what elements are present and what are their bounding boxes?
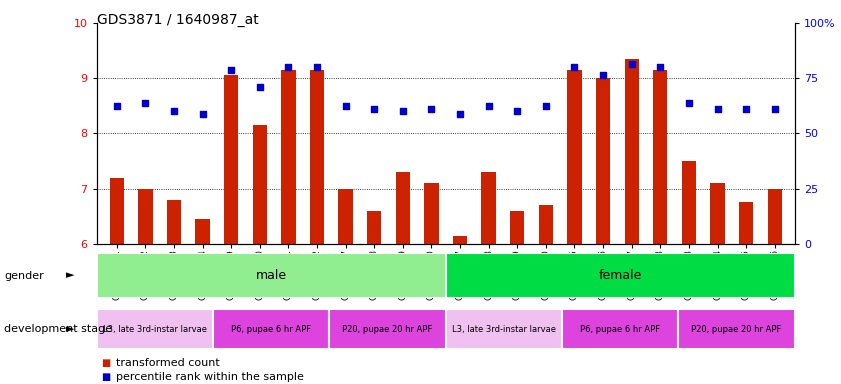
Bar — [596, 78, 611, 244]
Bar — [338, 189, 352, 244]
Bar — [453, 235, 468, 244]
Bar — [510, 211, 525, 244]
Text: GDS3871 / 1640987_at: GDS3871 / 1640987_at — [97, 13, 258, 27]
Text: transformed count: transformed count — [116, 358, 220, 368]
Bar — [195, 219, 209, 244]
Point — [368, 106, 381, 112]
Point — [682, 100, 696, 106]
Bar — [482, 172, 496, 244]
Point — [739, 106, 753, 112]
Point — [711, 106, 724, 112]
Text: ►: ► — [66, 324, 74, 334]
Bar — [446, 253, 795, 298]
Bar — [568, 70, 582, 244]
Bar — [167, 200, 181, 244]
Point — [110, 103, 124, 109]
Point — [310, 64, 324, 70]
Point — [339, 103, 352, 109]
Text: female: female — [599, 269, 642, 282]
Point — [539, 103, 553, 109]
Text: ■: ■ — [101, 372, 110, 382]
Bar — [109, 177, 124, 244]
Point — [396, 108, 410, 114]
Point — [139, 100, 152, 106]
Bar — [224, 76, 238, 244]
Text: P6, pupae 6 hr APF: P6, pupae 6 hr APF — [231, 325, 311, 334]
Bar — [367, 211, 381, 244]
Bar — [739, 202, 754, 244]
Text: P20, pupae 20 hr APF: P20, pupae 20 hr APF — [691, 325, 782, 334]
Bar — [539, 205, 553, 244]
Point — [225, 67, 238, 73]
Bar — [252, 125, 267, 244]
Point — [282, 64, 295, 70]
Bar — [653, 70, 668, 244]
Bar — [768, 189, 782, 244]
Text: percentile rank within the sample: percentile rank within the sample — [116, 372, 304, 382]
Text: gender: gender — [4, 270, 44, 281]
Point — [510, 108, 524, 114]
Text: L3, late 3rd-instar larvae: L3, late 3rd-instar larvae — [452, 325, 556, 334]
Point — [453, 111, 467, 117]
Point — [425, 106, 438, 112]
Bar — [424, 183, 438, 244]
Point — [625, 61, 638, 68]
Point — [596, 73, 610, 79]
Point — [568, 64, 581, 70]
Text: ■: ■ — [101, 358, 110, 368]
Text: ►: ► — [66, 270, 74, 281]
Point — [482, 103, 495, 109]
Point — [768, 106, 781, 112]
Bar — [711, 183, 725, 244]
Bar — [138, 189, 152, 244]
Text: P6, pupae 6 hr APF: P6, pupae 6 hr APF — [580, 325, 660, 334]
Text: L3, late 3rd-instar larvae: L3, late 3rd-instar larvae — [103, 325, 207, 334]
Point — [253, 83, 267, 89]
Point — [653, 64, 667, 70]
Bar — [309, 70, 324, 244]
Bar — [97, 310, 213, 349]
Bar — [395, 172, 410, 244]
Bar — [562, 310, 679, 349]
Bar — [679, 310, 795, 349]
Text: male: male — [256, 269, 287, 282]
Bar — [682, 161, 696, 244]
Bar — [446, 310, 562, 349]
Point — [196, 111, 209, 117]
Bar — [97, 253, 446, 298]
Point — [167, 108, 181, 114]
Bar — [281, 70, 295, 244]
Text: P20, pupae 20 hr APF: P20, pupae 20 hr APF — [342, 325, 433, 334]
Bar — [625, 59, 639, 244]
Bar — [213, 310, 330, 349]
Bar — [330, 310, 446, 349]
Text: development stage: development stage — [4, 324, 113, 334]
